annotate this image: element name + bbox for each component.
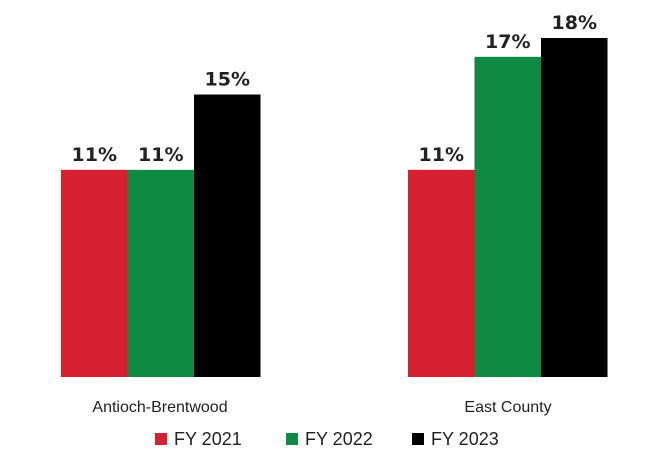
legend-label: FY 2021: [174, 429, 242, 449]
legend-label: FY 2023: [431, 429, 499, 449]
value-label: 15%: [205, 69, 250, 91]
category-label: Antioch-Brentwood: [92, 399, 227, 416]
value-label: 17%: [485, 31, 530, 53]
legend-swatch: [412, 433, 424, 445]
bar-3-1: [194, 94, 261, 377]
bar-1-2: [408, 169, 475, 377]
bars-group: [61, 38, 608, 377]
category-label: East County: [464, 399, 551, 416]
legend-swatch: [155, 433, 167, 445]
category-labels-group: Antioch-Brentwood East County: [92, 399, 551, 416]
legend-swatch: [286, 433, 298, 445]
value-label: 18%: [552, 12, 597, 34]
legend: FY 2021 FY 2022 FY 2023: [155, 429, 499, 449]
value-label: 11%: [419, 144, 464, 166]
value-labels-group: 11% 11% 15% 11% 17% 18%: [72, 12, 597, 166]
bar-2-2: [474, 56, 541, 377]
bar-1-1: [61, 169, 128, 377]
bar-3-2: [541, 38, 608, 377]
value-label: 11%: [72, 144, 117, 166]
legend-label: FY 2022: [305, 429, 373, 449]
value-label: 11%: [138, 144, 183, 166]
bar-2-1: [127, 169, 194, 377]
